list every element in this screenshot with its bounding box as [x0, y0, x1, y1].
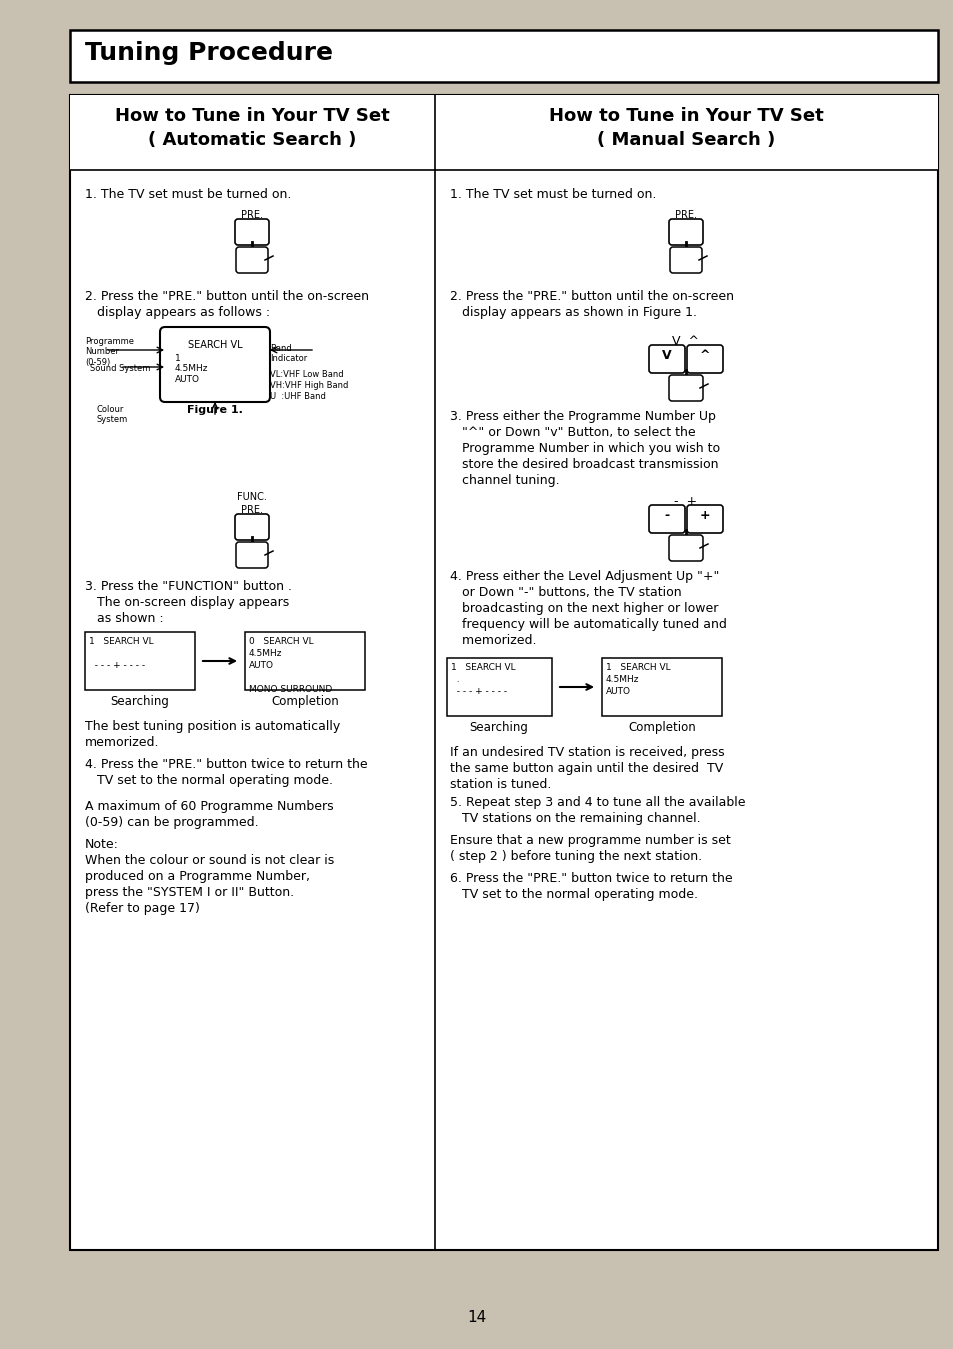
- Text: -  +: - +: [674, 495, 697, 509]
- Text: 4.5MHz: 4.5MHz: [249, 649, 282, 658]
- Text: AUTO: AUTO: [249, 661, 274, 670]
- Bar: [70, 94, 937, 1251]
- Text: 6. Press the "PRE." button twice to return the
   TV set to the normal operating: 6. Press the "PRE." button twice to retu…: [450, 871, 732, 901]
- Text: 1   SEARCH VL: 1 SEARCH VL: [89, 637, 153, 646]
- Text: 2. Press the "PRE." button until the on-screen
   display appears as follows :: 2. Press the "PRE." button until the on-…: [85, 290, 369, 318]
- Text: V  ^: V ^: [672, 335, 699, 348]
- Text: 2. Press the "PRE." button until the on-screen
   display appears as shown in Fi: 2. Press the "PRE." button until the on-…: [450, 290, 733, 318]
- Text: 3. Press either the Programme Number Up
   "^" or Down "v" Button, to select the: 3. Press either the Programme Number Up …: [450, 410, 720, 487]
- Text: MONO SURROUND: MONO SURROUND: [249, 685, 332, 693]
- Text: PRE.: PRE.: [241, 505, 263, 515]
- Text: Tuning Procedure: Tuning Procedure: [85, 40, 333, 65]
- FancyBboxPatch shape: [234, 219, 269, 246]
- Text: 1   SEARCH VL: 1 SEARCH VL: [451, 662, 515, 672]
- Text: PRE.: PRE.: [241, 210, 263, 220]
- Text: Completion: Completion: [627, 720, 695, 734]
- Text: SEARCH VL: SEARCH VL: [188, 340, 242, 349]
- Text: 4. Press either the Level Adjusment Up "+"
   or Down "-" buttons, the TV statio: 4. Press either the Level Adjusment Up "…: [450, 571, 726, 648]
- Text: PRE.: PRE.: [675, 210, 697, 220]
- FancyBboxPatch shape: [686, 505, 722, 533]
- Bar: [85, 631, 194, 689]
- FancyBboxPatch shape: [668, 219, 702, 246]
- Text: Completion: Completion: [271, 695, 338, 708]
- FancyBboxPatch shape: [648, 505, 684, 533]
- Text: Figure 1.: Figure 1.: [187, 405, 243, 415]
- Bar: [70, 30, 937, 82]
- FancyBboxPatch shape: [669, 247, 701, 272]
- Text: 4.5MHz: 4.5MHz: [605, 674, 639, 684]
- Text: .: .: [451, 674, 459, 684]
- FancyBboxPatch shape: [235, 247, 268, 272]
- FancyBboxPatch shape: [648, 345, 684, 374]
- Bar: [447, 658, 552, 716]
- Text: VL:VHF Low Band
VH:VHF High Band
U  :UHF Band: VL:VHF Low Band VH:VHF High Band U :UHF …: [270, 370, 348, 401]
- Text: Ensure that a new programme number is set
( step 2 ) before tuning the next stat: Ensure that a new programme number is se…: [450, 834, 730, 863]
- FancyBboxPatch shape: [235, 542, 268, 568]
- Bar: [601, 658, 721, 716]
- Text: -: -: [663, 510, 669, 522]
- Bar: [435, 94, 937, 170]
- Text: Programme
Number
(0-59): Programme Number (0-59): [85, 337, 133, 367]
- Text: 5. Repeat step 3 and 4 to tune all the available
   TV stations on the remaining: 5. Repeat step 3 and 4 to tune all the a…: [450, 796, 744, 826]
- Text: How to Tune in Your TV Set
( Manual Search ): How to Tune in Your TV Set ( Manual Sear…: [548, 107, 822, 148]
- Text: 14: 14: [467, 1310, 486, 1325]
- Text: FUNC.: FUNC.: [236, 492, 267, 502]
- Text: A maximum of 60 Programme Numbers
(0-59) can be programmed.: A maximum of 60 Programme Numbers (0-59)…: [85, 800, 334, 830]
- Text: When the colour or sound is not clear is
produced on a Programme Number,
press t: When the colour or sound is not clear is…: [85, 854, 334, 915]
- Text: +: +: [699, 510, 710, 522]
- Text: Searching: Searching: [111, 695, 170, 708]
- FancyBboxPatch shape: [234, 514, 269, 540]
- Text: Band
Indicator: Band Indicator: [270, 344, 307, 363]
- Text: How to Tune in Your TV Set
( Automatic Search ): How to Tune in Your TV Set ( Automatic S…: [114, 107, 389, 148]
- Text: 1. The TV set must be turned on.: 1. The TV set must be turned on.: [85, 188, 291, 201]
- Bar: [245, 631, 365, 689]
- Text: 1
4.5MHz
AUTO: 1 4.5MHz AUTO: [174, 353, 209, 384]
- Text: Colour
System: Colour System: [97, 405, 128, 425]
- FancyBboxPatch shape: [686, 345, 722, 374]
- Text: Searching: Searching: [469, 720, 528, 734]
- Bar: [70, 94, 435, 170]
- Text: 3. Press the "FUNCTION" button .
   The on-screen display appears
   as shown :: 3. Press the "FUNCTION" button . The on-…: [85, 580, 292, 625]
- FancyBboxPatch shape: [160, 326, 270, 402]
- Text: V: V: [661, 349, 671, 363]
- Text: 1   SEARCH VL: 1 SEARCH VL: [605, 662, 670, 672]
- Text: 4. Press the "PRE." button twice to return the
   TV set to the normal operating: 4. Press the "PRE." button twice to retu…: [85, 758, 367, 786]
- Text: 0   SEARCH VL: 0 SEARCH VL: [249, 637, 314, 646]
- Text: 1. The TV set must be turned on.: 1. The TV set must be turned on.: [450, 188, 656, 201]
- Text: - - - + - - - -: - - - + - - - -: [89, 661, 145, 670]
- Text: AUTO: AUTO: [605, 687, 630, 696]
- FancyBboxPatch shape: [668, 536, 702, 561]
- Text: If an undesired TV station is received, press
the same button again until the de: If an undesired TV station is received, …: [450, 746, 724, 791]
- FancyBboxPatch shape: [668, 375, 702, 401]
- Text: ^: ^: [699, 349, 709, 363]
- Text: Note:: Note:: [85, 838, 119, 851]
- Text: The best tuning position is automatically
memorized.: The best tuning position is automaticall…: [85, 720, 340, 749]
- Text: - - - + - - - -: - - - + - - - -: [451, 687, 507, 696]
- Text: Sound System: Sound System: [90, 364, 151, 374]
